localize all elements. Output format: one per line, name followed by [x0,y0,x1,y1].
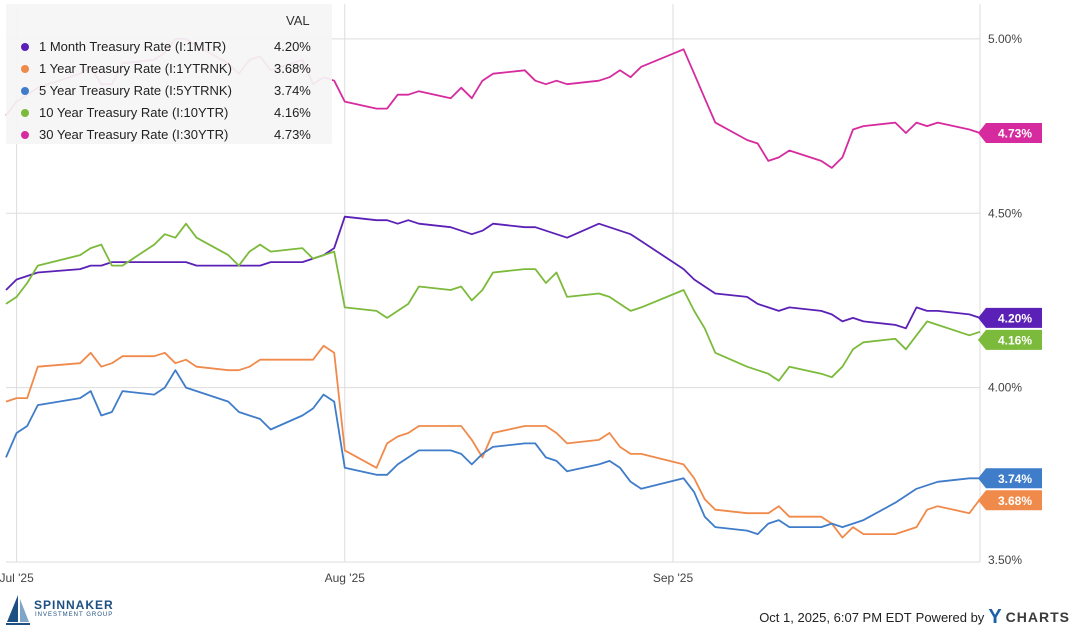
y-tick-label: 3.50% [988,553,1022,567]
value-tag-2 [978,468,1042,489]
powered-by: Powered by [915,609,985,625]
sail-icon [6,595,30,625]
legend-swatch [21,109,29,117]
x-axis: Jul '25 Aug '25 Sep '25 [0,571,693,585]
legend-swatch [21,43,29,51]
series-lines [5,38,981,539]
series-line-2 [5,369,980,535]
legend-label: 30 Year Treasury Rate (I:30YTR) [39,127,229,142]
legend-swatch [21,131,29,139]
value-tag-label: 4.20% [998,311,1032,325]
value-tag-0 [978,307,1042,328]
legend-label: 1 Year Treasury Rate (I:1YTRNK) [39,61,232,76]
legend: VAL 1 Month Treasury Rate (I:1MTR) 4.20% 1… [6,4,332,144]
legend-item: 5 Year Treasury Rate (I:5YTRNK) 3.74% [6,80,332,102]
series-line-3 [5,222,981,382]
x-tick-label: Aug '25 [325,571,366,585]
value-tag-label: 4.16% [998,333,1032,347]
value-tag-3 [978,329,1042,350]
y-tick-label: 4.00% [988,381,1022,395]
legend-value: 4.73% [274,127,311,142]
legend-item: 30 Year Treasury Rate (I:30YTR) 4.73% [6,124,332,146]
legend-item: 1 Year Treasury Rate (I:1YTRNK) 3.68% [6,58,332,80]
y-axis: 3.50% 4.00% 4.50% 5.00% [988,32,1022,567]
spinnaker-logo: SPINNAKER INVESTMENT GROUP [4,594,134,626]
legend-header: VAL [286,13,310,28]
y-tick-label: 5.00% [988,32,1022,46]
value-tag-1 [978,490,1042,511]
legend-item: 1 Month Treasury Rate (I:1MTR) 4.20% [6,36,332,58]
value-tag-label: 4.73% [998,127,1032,141]
legend-label: 1 Month Treasury Rate (I:1MTR) [39,39,227,54]
legend-label: 10 Year Treasury Rate (I:10YTR) [39,105,229,120]
last-value-tags: 4.73% 4.20% 4.16% 3.74% 3.68% [978,123,1042,511]
value-tag-label: 3.68% [998,494,1032,508]
logo-subtitle: INVESTMENT GROUP [35,612,114,618]
ycharts-logo-text: CHARTS [1005,609,1070,625]
legend-swatch [21,87,29,95]
ycharts-logo-y: Y [988,606,1002,628]
legend-value: 3.74% [274,83,311,98]
x-tick-label: Sep '25 [653,571,694,585]
legend-item: 10 Year Treasury Rate (I:10YTR) 4.16% [6,102,332,124]
series-line-1 [5,344,981,539]
legend-label: 5 Year Treasury Rate (I:5YTRNK) [39,83,232,98]
legend-value: 4.16% [274,105,311,120]
legend-value: 3.68% [274,61,311,76]
footer-credit: Oct 1, 2025, 6:07 PM EDT Powered by Y CHA… [759,607,1070,627]
value-tag-label: 3.74% [998,472,1032,486]
legend-value: 4.20% [274,39,311,54]
y-tick-label: 4.50% [988,206,1022,220]
value-tag-4 [978,123,1042,144]
series-line-0 [5,215,981,330]
x-tick-label: Jul '25 [0,571,34,585]
timestamp: Oct 1, 2025, 6:07 PM EDT [759,609,912,625]
logo-name: SPINNAKER [34,598,114,612]
legend-swatch [21,65,29,73]
